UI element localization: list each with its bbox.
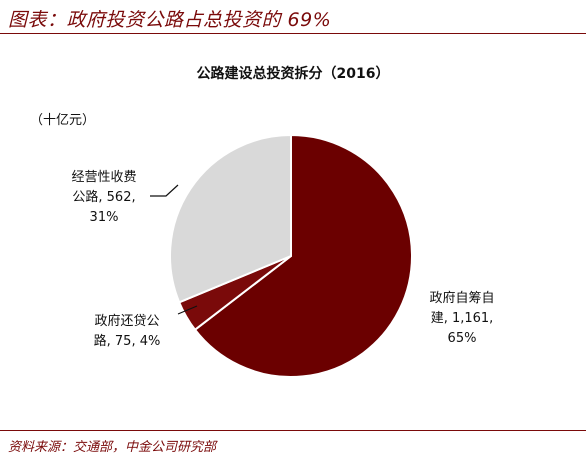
slice-label: 政府还贷公 xyxy=(94,314,159,329)
slice-toll-road xyxy=(169,133,292,304)
unit-label: （十亿元） xyxy=(30,113,96,128)
slice-label: 建, 1,161, xyxy=(431,311,494,326)
slice-label: 路, 75, 4% xyxy=(94,333,161,349)
figure-caption: 图表：政府投资公路占总投资的 69% xyxy=(8,9,332,31)
header-rule xyxy=(0,33,586,34)
leader-line xyxy=(150,184,179,197)
source-note: 资料来源：交通部，中金公司研究部 xyxy=(8,440,217,455)
leader-line xyxy=(177,305,198,315)
slice-government-self-funded xyxy=(193,133,413,378)
slice-label: 政府自筹自 xyxy=(429,290,494,306)
slice-label: 公路, 562, xyxy=(72,189,135,205)
footer-rule xyxy=(0,430,586,431)
chart-title: 公路建设总投资拆分（2016） xyxy=(196,66,390,82)
slice-label: 65% xyxy=(448,331,477,346)
slice-label: 经营性收费 xyxy=(71,170,136,185)
slice-label: 31% xyxy=(90,210,119,225)
